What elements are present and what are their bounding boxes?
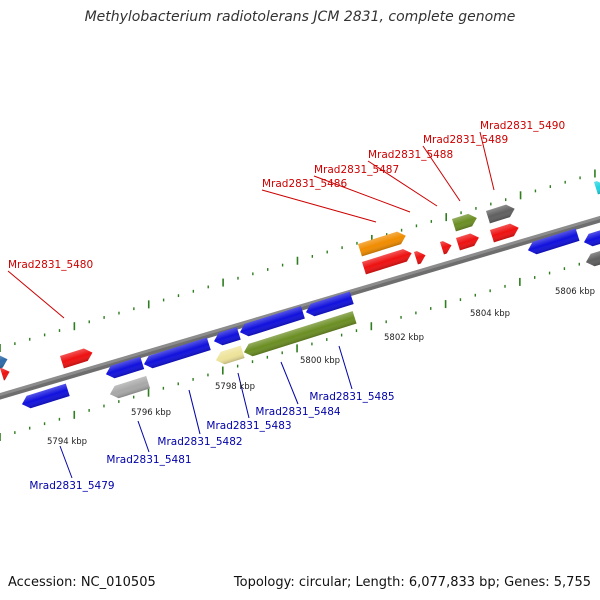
gene-unlabeled <box>585 249 600 267</box>
gene-mrad2831-5481-label: Mrad2831_5481 <box>106 454 191 466</box>
gene-callouts: Mrad2831_5480Mrad2831_5486Mrad2831_5487M… <box>7 120 565 492</box>
gene-unlabeled <box>583 229 600 247</box>
gene-mrad2831-5481 <box>109 375 151 399</box>
gene-mrad2831-5480-leader <box>7 270 65 319</box>
gene-unlabeled <box>594 181 600 195</box>
gene-mrad2831-5482-leader <box>188 389 201 435</box>
gene-mrad2831-5482 <box>143 337 211 369</box>
gene-mrad2831-5479 <box>21 383 70 409</box>
genome-summary-text: Topology: circular; Length: 6,077,833 bp… <box>233 575 591 590</box>
gene-mrad2831-5479-label: Mrad2831_5479 <box>29 480 114 492</box>
scale-tick-label: 5796 kbp <box>131 408 171 418</box>
gene-mrad2831-5483-label: Mrad2831_5483 <box>206 420 291 432</box>
gene-mrad2831-5489-label: Mrad2831_5489 <box>423 134 508 146</box>
gene-mrad2831-5488-leader <box>367 160 438 207</box>
gene-mrad2831-5480 <box>60 348 93 369</box>
accession-text: Accession: NC_010505 <box>8 575 156 590</box>
gene-unlabeled <box>0 367 10 381</box>
map-title: Methylobacterium radiotolerans JCM 2831,… <box>84 9 516 25</box>
gene-mrad2831-5486 <box>362 249 412 275</box>
gene-mrad2831-5487-leader <box>313 175 411 213</box>
scale-tick-label: 5794 kbp <box>47 437 87 447</box>
gene-unlabeled <box>0 355 8 369</box>
gene-mrad2831-5484-leader <box>280 361 299 405</box>
gene-mrad2831-5487 <box>414 251 426 265</box>
gene-mrad2831-5489 <box>452 213 477 232</box>
gene-mrad2831-5479-leader <box>59 445 73 479</box>
gene-mrad2831-5483-leader <box>237 372 250 419</box>
gene-mrad2831-5480-label: Mrad2831_5480 <box>8 259 93 271</box>
tick-rows <box>0 169 596 441</box>
gene-unlabeled <box>358 231 406 257</box>
gene-mrad2831-5488-label: Mrad2831_5488 <box>368 149 453 161</box>
gene-mrad2831-5488 <box>440 241 452 255</box>
gene-unlabeled <box>213 327 241 346</box>
gene-mrad2831-5486-leader <box>261 189 377 223</box>
gene-mrad2831-5490-label: Mrad2831_5490 <box>480 120 565 132</box>
gene-mrad2831-5484-label: Mrad2831_5484 <box>255 406 340 418</box>
gene-unlabeled <box>490 223 519 243</box>
gene-unlabeled <box>239 306 305 337</box>
gene-unlabeled <box>105 356 145 379</box>
gene-mrad2831-5489-leader <box>422 145 461 202</box>
gene-mrad2831-5487-label: Mrad2831_5487 <box>314 164 399 176</box>
scale-tick-label: 5802 kbp <box>384 333 424 343</box>
gene-mrad2831-5490 <box>486 204 515 224</box>
gene-mrad2831-5481-leader <box>137 420 150 453</box>
gene-mrad2831-5482-label: Mrad2831_5482 <box>157 436 242 448</box>
gene-mrad2831-5483 <box>215 345 245 365</box>
gene-mrad2831-5485-leader <box>338 345 353 390</box>
scale-tick-label: 5804 kbp <box>470 309 510 319</box>
scale-tick-label: 5806 kbp <box>555 287 595 297</box>
gene-mrad2831-5484 <box>243 311 357 357</box>
gene-mrad2831-5485 <box>305 291 354 317</box>
gene-unlabeled <box>527 228 580 255</box>
scale-labels: 5794 kbp 5796 kbp 5798 kbp 5800 kbp 5802 kbp… <box>47 287 595 447</box>
backbone-line <box>0 215 600 397</box>
gene-features <box>0 181 600 409</box>
gene-unlabeled <box>456 233 479 251</box>
gene-mrad2831-5490-leader <box>479 131 495 191</box>
gene-mrad2831-5485-label: Mrad2831_5485 <box>309 391 394 403</box>
scale-tick-label: 5798 kbp <box>215 382 255 392</box>
scale-tick-label: 5800 kbp <box>300 356 340 366</box>
